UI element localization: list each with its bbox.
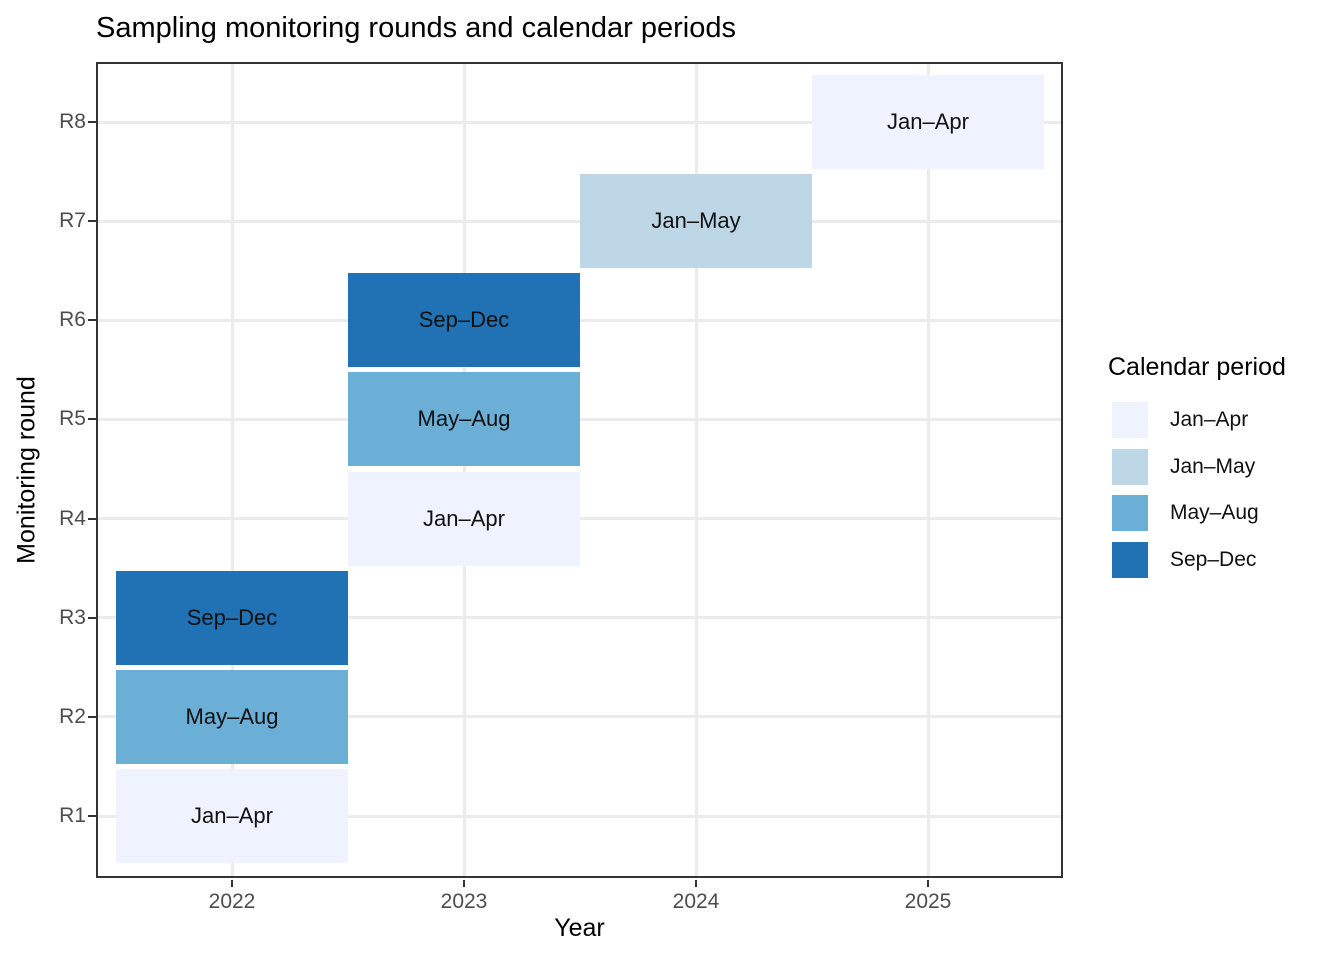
plot-panel: Jan–Apr May–Aug Sep–Dec Jan–Apr May–Aug Sep–D… <box>96 62 1063 878</box>
legend-items: Jan–Apr Jan–May May–Aug Sep–Dec <box>1108 402 1338 578</box>
x-axis-tick-label: 2022 <box>208 890 256 913</box>
y-axis-title: Monitoring round <box>12 376 41 564</box>
tile-r7: Jan–May <box>580 174 812 269</box>
gridline-h <box>96 715 1063 719</box>
gridline-h <box>96 219 1063 223</box>
legend: Calendar period Jan–Apr Jan–May May–Aug Sep… <box>1108 353 1338 578</box>
x-axis-tick <box>927 880 929 887</box>
y-axis-tick-label: R3 <box>59 605 86 629</box>
legend-label: Jan–Apr <box>1170 408 1249 431</box>
y-axis-tick <box>88 616 96 619</box>
y-axis-tick <box>88 715 96 718</box>
tile-label: Jan–May <box>651 208 741 234</box>
tile-label: Sep–Dec <box>418 307 510 333</box>
y-axis-tick <box>88 815 96 817</box>
y-axis-tick-label: R5 <box>59 407 86 431</box>
gridline-h <box>96 616 1063 620</box>
tile-label: Jan–Apr <box>423 505 505 531</box>
y-axis-tick <box>88 418 96 421</box>
x-axis-tick-label: 2024 <box>672 890 720 913</box>
y-axis-tick-label: R1 <box>59 804 86 827</box>
legend-item: Jan–Apr <box>1112 402 1338 438</box>
x-axis-tick <box>463 880 465 887</box>
x-axis-tick-label: 2025 <box>904 890 952 913</box>
y-axis-tick-label: R2 <box>59 704 86 728</box>
y-axis-tick <box>88 121 96 123</box>
tile-r4: Jan–Apr <box>348 471 580 566</box>
y-axis-tick-label: R6 <box>59 308 86 332</box>
tile-r8: Jan–Apr <box>812 75 1044 169</box>
tile-label: May–Aug <box>185 703 279 729</box>
x-axis-title: Year <box>554 914 605 942</box>
legend-item: Sep–Dec <box>1112 541 1338 578</box>
y-axis-tick <box>88 220 96 223</box>
legend-swatch <box>1112 402 1148 438</box>
y-axis-tick-label: R8 <box>59 110 86 133</box>
gridline-h <box>96 814 1063 818</box>
tile-r2: May–Aug <box>116 669 348 764</box>
x-axis-tick <box>695 880 697 887</box>
legend-title: Calendar period <box>1108 353 1286 381</box>
legend-item: Jan–May <box>1112 448 1338 485</box>
y-axis-tick-label: R4 <box>59 506 86 530</box>
x-axis-tick-label: 2023 <box>440 890 488 913</box>
y-axis-tick <box>88 319 96 322</box>
legend-label: May–Aug <box>1170 501 1259 524</box>
legend-label: Sep–Dec <box>1170 547 1257 571</box>
gridline-v <box>462 62 466 878</box>
legend-swatch <box>1112 495 1148 531</box>
tile-r6: Sep–Dec <box>348 273 580 368</box>
legend-swatch <box>1112 448 1148 485</box>
chart-title: Sampling monitoring rounds and calendar … <box>96 12 736 44</box>
tile-r5: May–Aug <box>348 372 580 467</box>
gridline-v <box>926 62 930 878</box>
legend-item: May–Aug <box>1112 495 1338 531</box>
tile-label: Jan–Apr <box>191 803 273 828</box>
y-axis-tick <box>88 517 96 520</box>
tile-r1: Jan–Apr <box>116 769 348 863</box>
tile-label: Jan–Apr <box>887 109 969 134</box>
tile-label: May–Aug <box>417 406 511 432</box>
tile-r3: Sep–Dec <box>116 570 348 665</box>
legend-label: Jan–May <box>1170 454 1256 478</box>
gridline-h <box>96 120 1063 124</box>
gridline-v <box>230 62 234 878</box>
legend-swatch <box>1112 541 1148 578</box>
tile-label: Sep–Dec <box>186 604 278 630</box>
x-axis-tick <box>231 880 233 887</box>
y-axis-tick-label: R7 <box>59 209 86 233</box>
gridline-v <box>694 62 698 878</box>
